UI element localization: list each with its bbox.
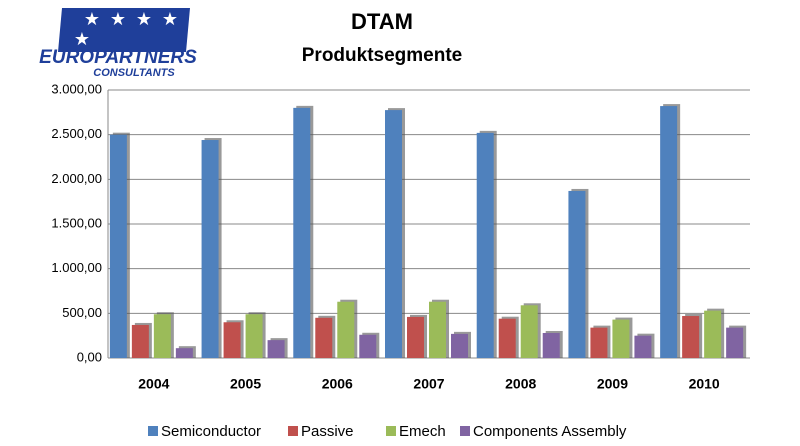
y-tick-label: 2.000,00 — [51, 171, 102, 186]
bar — [660, 106, 678, 358]
bar — [704, 310, 722, 358]
bar — [634, 335, 652, 358]
bar — [109, 134, 127, 358]
bar — [337, 301, 355, 358]
bar — [223, 322, 241, 358]
bar — [153, 314, 171, 358]
logo-stars: ★ ★ ★ ★ ★ — [74, 9, 178, 49]
y-tick-label: 1.000,00 — [51, 260, 102, 275]
star: ★ — [110, 9, 126, 29]
star: ★ — [84, 9, 100, 29]
bar — [726, 327, 744, 358]
y-tick-label: 500,00 — [62, 305, 102, 320]
legend-marker — [148, 426, 158, 436]
bar — [131, 324, 149, 358]
x-tick-label: 2009 — [597, 376, 628, 392]
bar — [359, 334, 377, 358]
legend-marker — [460, 426, 470, 436]
legend-label: Components Assembly — [473, 423, 627, 440]
logo: ★ ★ ★ ★ ★ EUROPARTNERS CONSULTANTS — [39, 8, 197, 79]
y-tick-label: 2.500,00 — [51, 126, 102, 141]
bar — [267, 340, 285, 358]
y-tick-label: 3.000,00 — [51, 81, 102, 96]
bar — [498, 318, 516, 358]
bar — [429, 301, 446, 358]
bar — [407, 316, 424, 358]
bar — [568, 190, 586, 358]
star: ★ — [136, 9, 152, 29]
bar — [175, 348, 193, 358]
x-tick-label: 2005 — [230, 376, 261, 392]
legend-marker — [386, 426, 396, 436]
bar — [315, 317, 333, 358]
legend-label: Passive — [301, 423, 354, 440]
bar — [245, 314, 263, 358]
chart-subtitle: Produktsegmente — [302, 45, 462, 66]
bar — [520, 305, 538, 358]
star: ★ — [74, 29, 90, 49]
logo-subtext: CONSULTANTS — [93, 67, 175, 79]
bar — [293, 107, 311, 358]
y-tick-label: 1.500,00 — [51, 215, 102, 230]
bar — [682, 316, 700, 358]
legend-label: Emech — [399, 423, 446, 440]
logo-text: EUROPARTNERS — [39, 47, 197, 68]
x-tick-label: 2004 — [138, 376, 169, 392]
logo-flag — [58, 8, 190, 52]
x-tick-label: 2006 — [322, 376, 353, 392]
bar — [451, 333, 468, 358]
x-tick-label: 2007 — [413, 376, 444, 392]
chart-title: DTAM — [351, 9, 413, 34]
legend-label: Semiconductor — [161, 423, 261, 440]
bar — [542, 332, 560, 358]
x-tick-label: 2010 — [689, 376, 720, 392]
legend-marker — [288, 426, 298, 436]
star: ★ — [162, 9, 178, 29]
bar — [476, 132, 494, 358]
bar — [590, 327, 608, 358]
bar — [612, 319, 630, 358]
bar — [385, 110, 402, 358]
x-tick-label: 2008 — [505, 376, 536, 392]
y-tick-label: 0,00 — [77, 349, 102, 364]
bar — [201, 140, 219, 358]
